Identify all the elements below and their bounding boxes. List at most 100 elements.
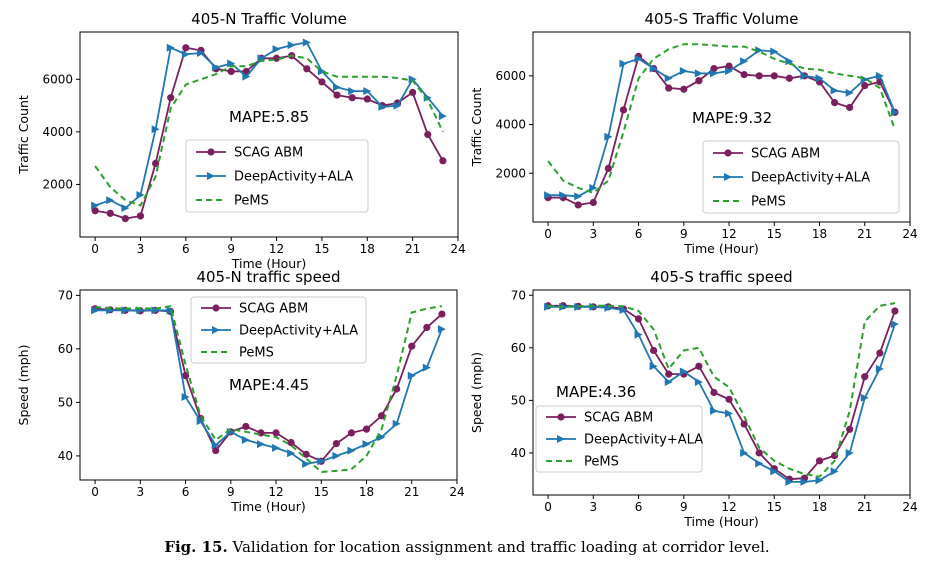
chart4-xtick-label: 24 [902,500,917,514]
chart3-series-line [95,304,443,474]
chart2-series-dashed [547,43,896,194]
chart2-legend-marker [724,173,732,181]
chart2-data-point [800,71,809,80]
chart3-ytick-label: 40 [58,449,73,463]
chart4-xtick-label: 0 [544,500,552,514]
chart2-data-point [846,103,854,112]
chart1-ylabel: Traffic Count [16,95,31,175]
chart3-legend: SCAG ABM DeepActivity+ALA PeMS [190,296,367,364]
chart4-data-point [860,393,869,402]
chart2-legend-label: PeMS [751,195,786,210]
chart3-data-point [302,459,311,468]
chart4-data-point [876,349,884,357]
chart3-data-point [377,433,386,442]
chart2-ytick-label: 4000 [495,118,526,132]
chart2-data-point [770,72,778,80]
chart3-legend-label: PeMS [239,346,274,361]
chart1-legend-label: DeepActivity+ALA [234,170,353,185]
chart4-data-point [800,477,809,486]
chart4-xtick-label: 12 [721,500,736,514]
chart4-series-triangle [544,302,899,486]
chart3-data-point [272,429,280,437]
chart4-data-point [740,448,749,457]
chart3-data-point [287,438,295,447]
chart1-ytick-label: 4000 [42,125,73,139]
chart2-data-point [574,201,582,209]
chart3-legend-marker [212,326,220,334]
chart2-data-point [770,47,779,56]
chart3-data-point [166,306,175,315]
chart3-xtick-label: 24 [449,485,464,499]
chart2-legend-box [702,140,900,214]
chart3-data-point [256,440,265,449]
chart4-ytick-label: 40 [511,446,526,460]
chart1-data-point [333,83,342,92]
chart1-legend-marker [207,172,215,180]
chart3-data-point [196,417,205,426]
chart4-xtick-label: 9 [680,500,688,514]
chart3-legend-marker [212,304,220,312]
chart3-data-point [317,457,326,466]
chart4-data-point [830,467,839,476]
chart1-xtick-label: 18 [360,242,375,256]
chart4-ytick-label: 50 [511,393,526,407]
chart2-legend-label: SCAG ABM [751,147,820,162]
chart1-legend-box [185,139,369,213]
caption-text: Validation for location assignment and t… [232,538,770,556]
chart3-ytick-label: 50 [58,395,73,409]
chart3-data-point [407,371,416,380]
chart1-data-point [242,72,251,81]
chart4-data-point [755,449,763,457]
chart1-ytick-label: 6000 [42,72,73,86]
chart3-data-point [362,440,371,449]
chart1-data-point [257,54,266,63]
chart1-xtick-label: 6 [182,242,190,256]
chart3-xtick-label: 12 [268,485,283,499]
chart2-xtick-label: 15 [767,227,782,241]
chart1-data-point [152,159,160,168]
chart2-ytick-label: 2000 [495,166,526,180]
chart3-data-point [272,443,281,452]
chart1-legend-label: SCAG ABM [234,146,303,161]
chart3-series-triangle [91,306,446,468]
chart2-data-point [875,71,884,80]
chart2-data-point [604,164,613,173]
chart4-legend: SCAG ABM DeepActivity+ALA PeMS [535,405,703,473]
chart3-data-point [332,440,340,448]
chart1-data-point [166,43,175,52]
chart4-data-point [649,362,658,371]
chart1-title: 405-N Traffic Volume [191,10,347,28]
chart3-ytick-label: 60 [58,342,73,356]
chart2-legend: SCAG ABM DeepActivity+ALA PeMS [702,140,900,214]
chart1-data-point [212,63,221,72]
chart3-data-point [362,425,371,433]
chart1-data-point [408,75,417,84]
chart4-data-point [785,477,794,486]
chart4-legend-box [535,405,703,473]
chart3-data-point [438,310,446,318]
chart3-ytick-label: 70 [58,288,73,302]
chart4-data-point [740,420,748,428]
chart3-xtick-label: 15 [314,485,329,499]
chart2-data-point [694,69,703,78]
chart4-data-point [846,425,854,433]
chart2-legend-label: DeepActivity+ALA [751,171,870,186]
chart2-data-point [680,85,688,93]
chart1-data-point [151,125,160,134]
figure-caption: Fig. 15. Validation for location assignm… [0,538,934,556]
chart1-data-point [227,67,235,76]
chart1-data-point [121,204,130,213]
chart2-data-point [559,191,568,200]
chart2-data-point [589,198,597,207]
chart3-data-point [332,451,341,460]
chart4-data-point [709,406,718,415]
chart3-xtick-label: 3 [136,485,144,499]
chart4-data-point [694,377,703,386]
chart2-data-point [815,74,824,83]
chart2-series-triangle [544,46,899,201]
chart1-data-point [348,94,356,102]
chart3-data-point [347,429,356,437]
chart4-data-point [845,448,854,457]
chart2-data-point [710,64,718,73]
chart1-mape-annotation: MAPE:5.85 [229,108,309,126]
